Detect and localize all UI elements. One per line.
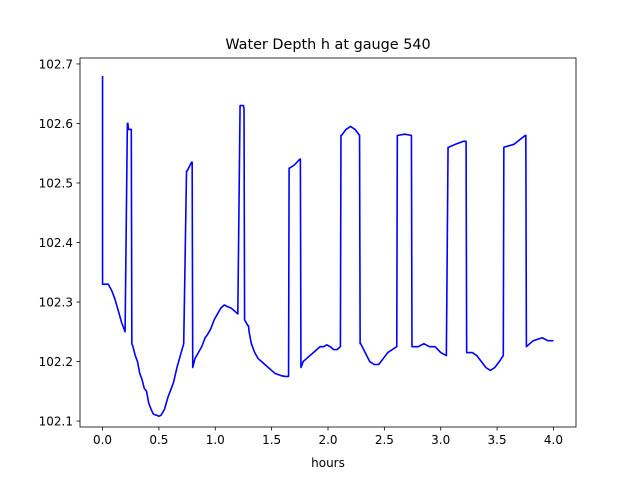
x-tick-label: 4.0 — [544, 433, 563, 447]
y-tick-label: 102.7 — [39, 57, 73, 71]
x-tick-label: 3.0 — [431, 433, 450, 447]
y-tick-label: 102.3 — [39, 295, 73, 309]
y-tick-label: 102.1 — [39, 414, 73, 428]
x-tick-label: 2.0 — [318, 433, 337, 447]
y-tick-label: 102.6 — [39, 117, 73, 131]
y-axis: 102.1 102.2 102.3 102.4 102.5 102.6 102.7 — [39, 57, 80, 428]
series-line — [101, 75, 554, 418]
y-tick-label: 102.2 — [39, 355, 73, 369]
y-tick-label: 102.5 — [39, 176, 73, 190]
x-axis-label: hours — [311, 456, 345, 470]
x-tick-label: 0.0 — [93, 433, 112, 447]
chart-title: Water Depth h at gauge 540 — [225, 37, 430, 53]
x-tick-label: 2.5 — [375, 433, 394, 447]
x-tick-label: 1.5 — [262, 433, 281, 447]
y-tick-label: 102.4 — [39, 236, 73, 250]
x-tick-label: 0.5 — [149, 433, 168, 447]
x-tick-label: 1.0 — [206, 433, 225, 447]
x-tick-label: 3.5 — [488, 433, 507, 447]
x-axis: 0.0 0.5 1.0 1.5 2.0 2.5 3.0 3.5 4.0 — [93, 427, 563, 447]
